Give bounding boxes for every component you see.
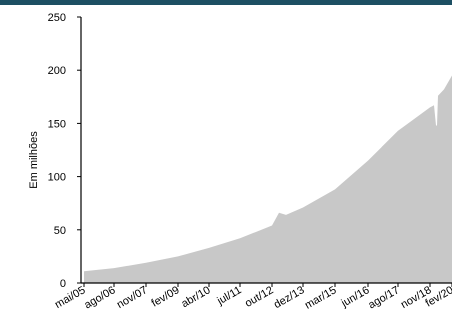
y-tick-label: 100 (48, 172, 66, 184)
y-tick-label: 150 (48, 118, 66, 130)
x-tick-label: jul/11 (215, 284, 244, 308)
x-tick-label: ago/17 (366, 284, 401, 311)
x-tick-label: ago/06 (82, 284, 117, 311)
plot-area (84, 75, 452, 283)
top-bar (0, 0, 452, 5)
y-tick-label: 200 (48, 65, 66, 77)
x-tick-label: dez/13 (272, 284, 307, 311)
x-tick-label: mai/05 (53, 284, 88, 311)
y-tick-label: 50 (54, 225, 66, 237)
area-series (84, 75, 452, 283)
y-axis-title: Em milhões (28, 131, 40, 189)
x-tick-label: jun/16 (339, 284, 372, 310)
y-tick-label: 0 (60, 278, 66, 290)
y-tick-label: 250 (48, 12, 66, 24)
y-axis: 0 50 100 150 200 250 (48, 12, 82, 290)
x-tick-label: mar/15 (303, 284, 339, 312)
x-tick-label: out/12 (243, 284, 275, 310)
x-tick-label: nov/07 (115, 284, 150, 311)
x-tick-label: fev/09 (150, 284, 182, 309)
x-tick-label: abr/10 (179, 284, 212, 310)
